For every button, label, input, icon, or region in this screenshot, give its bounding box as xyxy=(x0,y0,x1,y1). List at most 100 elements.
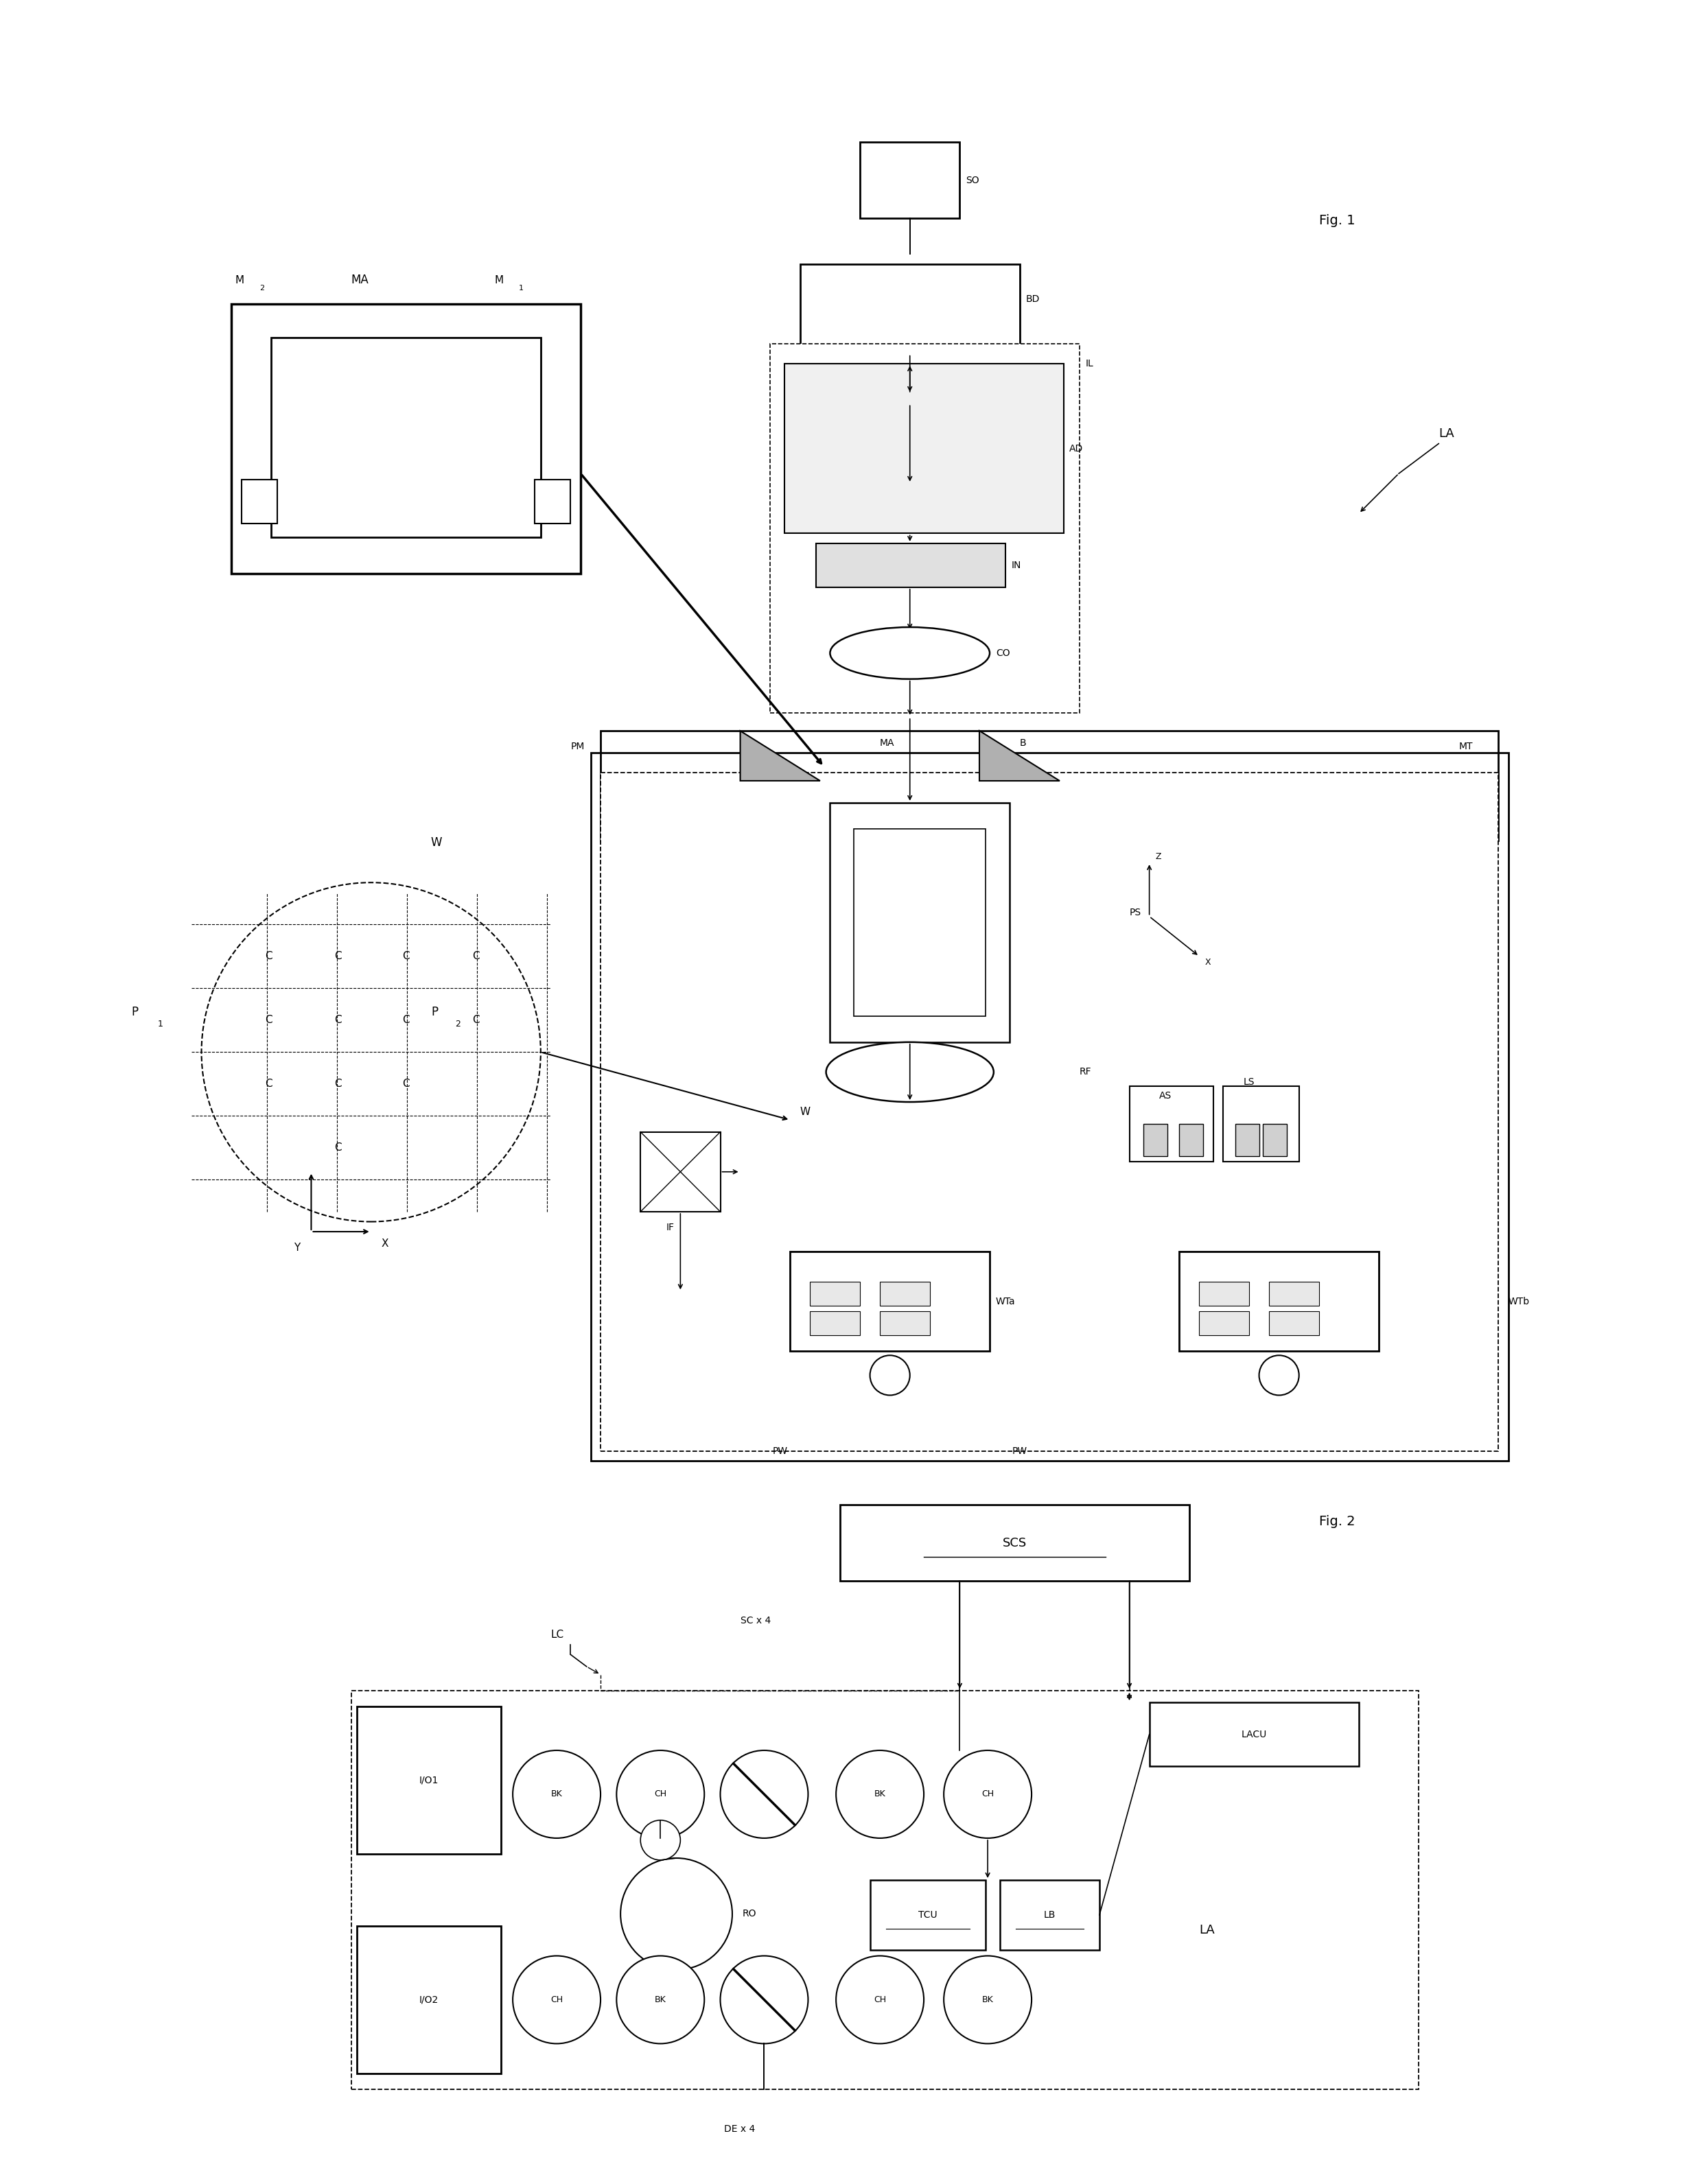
Circle shape xyxy=(836,1749,923,1839)
Text: IL: IL xyxy=(1086,358,1093,369)
Text: AD: AD xyxy=(1069,443,1083,454)
Text: BK: BK xyxy=(654,1996,666,2005)
Bar xyxy=(590,753,1508,1461)
Text: Y: Y xyxy=(294,1243,301,1254)
Bar xyxy=(1129,1085,1214,1162)
Bar xyxy=(1198,1310,1250,1334)
Circle shape xyxy=(202,882,541,1221)
Text: PS: PS xyxy=(1129,909,1141,917)
Bar xyxy=(1198,1282,1250,1306)
Circle shape xyxy=(513,1957,600,2044)
Text: CH: CH xyxy=(874,1996,886,2005)
Text: C: C xyxy=(335,1142,342,1153)
Circle shape xyxy=(513,1749,600,1839)
Bar xyxy=(870,1880,986,1950)
Bar xyxy=(1423,780,1498,841)
Text: LS: LS xyxy=(1243,1077,1255,1088)
Text: C: C xyxy=(403,1079,410,1090)
Text: C: C xyxy=(265,1016,272,1024)
Text: X: X xyxy=(381,1238,388,1249)
Bar xyxy=(352,1690,1420,2090)
Bar xyxy=(830,804,1010,1042)
Text: W: W xyxy=(430,836,442,850)
Text: C: C xyxy=(473,1016,479,1024)
Circle shape xyxy=(870,1356,910,1396)
Text: M: M xyxy=(495,275,503,286)
Bar xyxy=(600,780,677,841)
Bar xyxy=(860,142,960,218)
Bar xyxy=(641,1131,721,1212)
Text: C: C xyxy=(473,952,479,961)
Circle shape xyxy=(617,1957,704,2044)
Bar xyxy=(272,339,541,537)
Text: MA: MA xyxy=(881,738,894,747)
Bar xyxy=(241,480,277,524)
Text: Z: Z xyxy=(1156,852,1161,860)
Bar xyxy=(357,1706,502,1854)
Bar xyxy=(600,773,1498,1450)
Bar xyxy=(1180,1125,1204,1155)
Text: BK: BK xyxy=(551,1791,563,1800)
Text: P: P xyxy=(131,1007,139,1018)
Text: SCS: SCS xyxy=(1003,1538,1027,1548)
Bar xyxy=(600,732,1498,780)
Circle shape xyxy=(721,1749,808,1839)
Text: B: B xyxy=(1020,738,1027,747)
Text: LB: LB xyxy=(1044,1911,1056,1920)
Bar xyxy=(1263,1125,1287,1155)
Text: C: C xyxy=(403,952,410,961)
Bar xyxy=(1270,1282,1319,1306)
Text: C: C xyxy=(403,1016,410,1024)
Text: AS: AS xyxy=(1159,1092,1171,1101)
Text: P: P xyxy=(430,1007,439,1018)
Text: PW: PW xyxy=(1012,1446,1027,1457)
Text: PM: PM xyxy=(571,743,585,751)
Text: RO: RO xyxy=(743,1909,757,1920)
Circle shape xyxy=(944,1957,1032,2044)
Text: CO: CO xyxy=(996,649,1010,657)
Bar xyxy=(1000,1880,1100,1950)
Text: IN: IN xyxy=(1012,561,1022,570)
Text: IF: IF xyxy=(666,1223,675,1232)
Text: C: C xyxy=(335,1079,342,1090)
Text: WTb: WTb xyxy=(1508,1297,1530,1306)
Bar xyxy=(536,480,571,524)
Bar xyxy=(881,1282,930,1306)
Bar xyxy=(811,1310,860,1334)
Bar xyxy=(816,544,1006,587)
Text: 1: 1 xyxy=(158,1020,163,1029)
Text: LA: LA xyxy=(1198,1924,1216,1935)
Text: MA: MA xyxy=(352,273,369,286)
Text: BK: BK xyxy=(983,1996,993,2005)
Text: SO: SO xyxy=(966,175,979,186)
Polygon shape xyxy=(740,732,819,780)
Text: LC: LC xyxy=(551,1629,564,1640)
Text: PW: PW xyxy=(772,1446,787,1457)
Bar xyxy=(1180,1251,1379,1352)
Bar xyxy=(801,264,1020,354)
Polygon shape xyxy=(979,732,1059,780)
Text: TCU: TCU xyxy=(918,1911,937,1920)
Ellipse shape xyxy=(826,1042,994,1103)
Circle shape xyxy=(1260,1356,1299,1396)
Text: W: W xyxy=(801,1107,811,1116)
Text: CH: CH xyxy=(551,1996,563,2005)
Text: WTa: WTa xyxy=(996,1297,1015,1306)
Circle shape xyxy=(617,1749,704,1839)
Text: CH: CH xyxy=(654,1791,666,1800)
Bar xyxy=(853,828,986,1016)
Bar xyxy=(811,1282,860,1306)
Text: BD: BD xyxy=(1025,295,1040,304)
Text: C: C xyxy=(335,952,342,961)
Ellipse shape xyxy=(830,627,989,679)
Text: I/O2: I/O2 xyxy=(420,1994,439,2005)
Circle shape xyxy=(641,1819,680,1861)
Bar xyxy=(840,1505,1190,1581)
Bar xyxy=(1270,1310,1319,1334)
Bar xyxy=(1144,1125,1168,1155)
Text: C: C xyxy=(265,952,272,961)
Text: 2: 2 xyxy=(456,1020,461,1029)
Circle shape xyxy=(836,1957,923,2044)
Text: X: X xyxy=(1205,959,1210,968)
Text: C: C xyxy=(265,1079,272,1090)
